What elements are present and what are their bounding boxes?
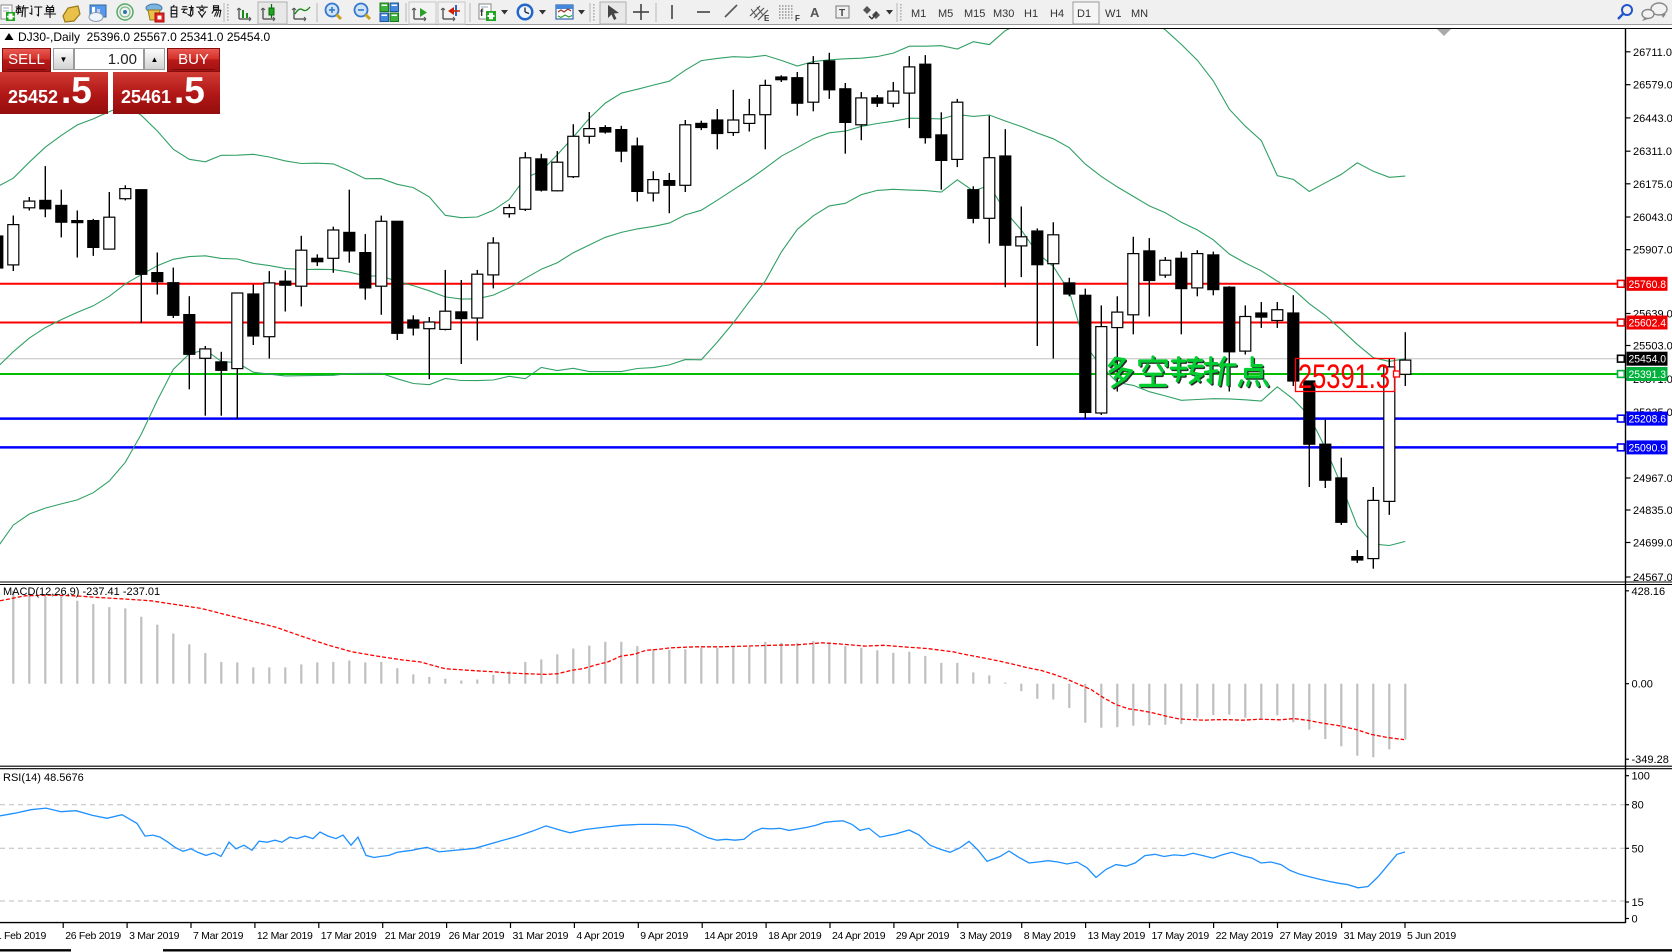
svg-text:26175.0: 26175.0 [1633, 179, 1672, 191]
svg-text:7 Mar 2019: 7 Mar 2019 [193, 930, 244, 942]
svg-text:H4: H4 [1050, 8, 1064, 20]
svg-text:25090.9: 25090.9 [1629, 442, 1667, 454]
svg-text:17 May 2019: 17 May 2019 [1152, 930, 1210, 942]
svg-text:24 Apr 2019: 24 Apr 2019 [832, 930, 886, 942]
svg-text:M5: M5 [938, 8, 953, 20]
svg-text:26 Feb 2019: 26 Feb 2019 [65, 930, 121, 942]
svg-text:M15: M15 [964, 8, 985, 20]
svg-text:W1: W1 [1105, 8, 1122, 20]
svg-text:25454.0: 25454.0 [1629, 354, 1667, 366]
svg-text:24699.0: 24699.0 [1633, 538, 1672, 550]
svg-text:M1: M1 [911, 8, 926, 20]
svg-text:H1: H1 [1024, 8, 1038, 20]
svg-text:26 Mar 2019: 26 Mar 2019 [449, 930, 505, 942]
svg-text:25760.8: 25760.8 [1629, 279, 1667, 291]
svg-text:428.16: 428.16 [1632, 586, 1666, 598]
svg-text:24567.0: 24567.0 [1633, 572, 1672, 584]
svg-text:13 May 2019: 13 May 2019 [1088, 930, 1146, 942]
svg-text:25208.6: 25208.6 [1629, 414, 1667, 426]
svg-text:3 May 2019: 3 May 2019 [960, 930, 1012, 942]
svg-text:31 May 2019: 31 May 2019 [1344, 930, 1402, 942]
svg-text:DJ30-,Daily 25396.0 25567.0 2: DJ30-,Daily 25396.0 25567.0 25341.0 2545… [18, 30, 271, 44]
svg-text:31 Mar 2019: 31 Mar 2019 [513, 930, 569, 942]
svg-text:14 Apr 2019: 14 Apr 2019 [704, 930, 758, 942]
svg-text:17 Mar 2019: 17 Mar 2019 [321, 930, 377, 942]
svg-text:RSI(14) 48.5676: RSI(14) 48.5676 [3, 772, 84, 784]
svg-text:MACD(12,26,9) -237.41 -237.01: MACD(12,26,9) -237.41 -237.01 [3, 586, 160, 598]
svg-text:50: 50 [1632, 843, 1644, 855]
svg-text:25602.4: 25602.4 [1629, 318, 1667, 330]
svg-text:25503.0: 25503.0 [1633, 341, 1672, 353]
svg-text:18 Apr 2019: 18 Apr 2019 [768, 930, 822, 942]
svg-text:A: A [810, 5, 820, 20]
svg-text:3 Mar 2019: 3 Mar 2019 [129, 930, 180, 942]
svg-text:f: f [480, 8, 484, 19]
svg-text:21 Mar 2019: 21 Mar 2019 [385, 930, 441, 942]
svg-text:26579.0: 26579.0 [1633, 80, 1672, 92]
svg-text:26711.0: 26711.0 [1633, 47, 1672, 59]
svg-text:24835.0: 24835.0 [1633, 505, 1672, 517]
svg-text:21 Feb 2019: 21 Feb 2019 [0, 930, 46, 942]
svg-text:25391.3: 25391.3 [1298, 358, 1390, 396]
svg-text:26311.0: 26311.0 [1633, 146, 1672, 158]
svg-text:9 Apr 2019: 9 Apr 2019 [640, 930, 688, 942]
svg-text:MN: MN [1131, 8, 1148, 20]
svg-text:5 Jun 2019: 5 Jun 2019 [1407, 930, 1456, 942]
svg-text:4 Apr 2019: 4 Apr 2019 [576, 930, 624, 942]
svg-text:M30: M30 [993, 8, 1014, 20]
svg-text:F: F [795, 14, 800, 23]
svg-text:-349.28: -349.28 [1632, 754, 1669, 766]
svg-text:24967.0: 24967.0 [1633, 473, 1672, 485]
svg-text:25391.3: 25391.3 [1629, 369, 1667, 381]
svg-text:0: 0 [1632, 914, 1638, 926]
svg-text:26443.0: 26443.0 [1633, 113, 1672, 125]
svg-text:15: 15 [1632, 897, 1644, 909]
svg-text:26043.0: 26043.0 [1633, 212, 1672, 224]
svg-text:T: T [839, 8, 845, 19]
svg-text:27 May 2019: 27 May 2019 [1280, 930, 1338, 942]
svg-text:80: 80 [1632, 800, 1644, 812]
svg-text:12 Mar 2019: 12 Mar 2019 [257, 930, 313, 942]
svg-text:8 May 2019: 8 May 2019 [1024, 930, 1076, 942]
svg-text:25907.0: 25907.0 [1633, 245, 1672, 257]
svg-text:100: 100 [1632, 771, 1650, 783]
svg-text:29 Apr 2019: 29 Apr 2019 [896, 930, 950, 942]
svg-text:D1: D1 [1077, 8, 1091, 20]
svg-text:0.00: 0.00 [1632, 679, 1653, 691]
svg-text:22 May 2019: 22 May 2019 [1216, 930, 1274, 942]
svg-text:E: E [764, 14, 770, 23]
